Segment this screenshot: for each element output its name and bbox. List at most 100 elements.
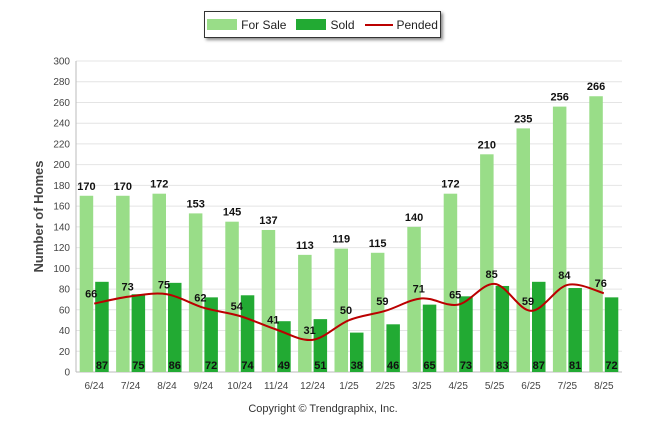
data-label-for-sale: 172 <box>150 179 168 191</box>
legend-item-pended: Pended <box>364 17 438 32</box>
bar-sold <box>313 319 328 372</box>
bar-for-sale <box>225 221 239 372</box>
x-tick-label: 6/24 <box>84 381 104 392</box>
bar-sold <box>95 281 109 372</box>
y-tick-label: 0 <box>64 368 70 379</box>
bar-sold <box>495 285 510 372</box>
legend: For Sale Sold Pended <box>204 11 441 38</box>
y-axis-title: Number of Homes <box>31 161 46 273</box>
data-label-pended: 59 <box>376 296 388 308</box>
x-tick-label: 11/24 <box>264 381 289 392</box>
data-label-pended: 59 <box>522 296 534 308</box>
x-tick-label: 4/25 <box>448 381 468 392</box>
bar-for-sale <box>516 128 530 372</box>
y-tick-label: 300 <box>53 57 70 68</box>
x-tick-label: 3/25 <box>412 381 432 392</box>
bar-sold <box>350 332 364 372</box>
y-tick-label: 180 <box>53 181 70 192</box>
bar-sold <box>386 324 400 372</box>
data-label-for-sale: 119 <box>332 234 350 246</box>
data-label-for-sale: 137 <box>259 215 277 227</box>
legend-item-for-sale: For Sale <box>207 18 286 32</box>
data-label-sold: 86 <box>169 360 181 372</box>
bar-sold <box>568 288 582 372</box>
data-label-sold: 83 <box>496 360 508 372</box>
data-label-pended: 31 <box>303 325 315 337</box>
data-label-pended: 75 <box>158 279 170 291</box>
data-label-sold: 87 <box>96 360 108 372</box>
data-label-for-sale: 172 <box>441 179 459 191</box>
data-label-for-sale: 266 <box>587 81 605 93</box>
data-label-pended: 50 <box>340 305 352 317</box>
bar-for-sale <box>334 248 348 372</box>
data-label-for-sale: 113 <box>296 240 314 252</box>
data-label-pended: 62 <box>194 293 206 305</box>
data-label-pended: 71 <box>413 283 425 295</box>
x-tick-label: 6/25 <box>521 381 541 392</box>
x-tick-label: 1/25 <box>339 381 359 392</box>
y-tick-label: 280 <box>53 77 70 88</box>
data-label-for-sale: 140 <box>405 212 423 224</box>
data-label-sold: 46 <box>387 360 399 372</box>
bar-for-sale <box>79 195 94 372</box>
y-tick-label: 100 <box>53 264 70 275</box>
bar-sold <box>459 296 473 372</box>
x-tick-label: 8/25 <box>594 381 614 392</box>
data-label-sold: 87 <box>533 360 545 372</box>
data-label-pended: 84 <box>558 270 571 282</box>
data-label-sold: 74 <box>241 360 254 372</box>
bar-for-sale <box>152 193 166 372</box>
data-label-sold: 65 <box>423 360 435 372</box>
legend-swatch-for-sale <box>207 19 238 30</box>
x-tick-label: 2/25 <box>376 381 396 392</box>
data-label-for-sale: 235 <box>514 113 532 125</box>
y-tick-label: 200 <box>53 160 70 171</box>
data-label-for-sale: 170 <box>77 181 95 193</box>
bar-for-sale <box>116 195 130 372</box>
x-tick-label: 8/24 <box>157 381 177 392</box>
bar-for-sale <box>188 213 203 372</box>
x-tick-label: 7/24 <box>121 381 141 392</box>
x-tick-label: 10/24 <box>227 381 252 392</box>
bar-sold <box>532 281 546 372</box>
legend-item-sold: Sold <box>296 17 355 32</box>
data-label-sold: 73 <box>460 360 472 372</box>
legend-swatch-pended <box>364 23 393 26</box>
bar-for-sale <box>443 193 458 372</box>
legend-label-sold: Sold <box>330 17 355 32</box>
x-tick-label: 5/25 <box>485 381 505 392</box>
bar-for-sale <box>552 106 567 372</box>
y-tick-label: 240 <box>53 119 70 130</box>
legend-swatch-sold <box>296 19 327 30</box>
data-label-sold: 72 <box>605 360 617 372</box>
data-label-sold: 49 <box>278 360 290 372</box>
bar-for-sale <box>589 96 603 372</box>
y-tick-label: 220 <box>53 139 70 150</box>
bar-sold <box>204 297 218 372</box>
data-label-pended: 66 <box>85 289 97 301</box>
y-tick-label: 60 <box>59 305 71 316</box>
data-label-sold: 75 <box>132 360 144 372</box>
data-label-for-sale: 210 <box>478 139 496 151</box>
y-tick-label: 20 <box>59 347 71 358</box>
data-label-sold: 72 <box>205 360 217 372</box>
bar-sold <box>168 282 182 372</box>
data-label-pended: 73 <box>121 281 133 293</box>
data-label-pended: 41 <box>267 314 279 326</box>
y-tick-label: 80 <box>59 285 71 296</box>
bar-for-sale <box>261 229 276 372</box>
legend-label-pended: Pended <box>396 17 438 32</box>
legend-label-for-sale: For Sale <box>241 17 287 32</box>
data-label-for-sale: 256 <box>550 92 568 104</box>
line-pended <box>94 282 605 342</box>
data-label-for-sale: 115 <box>369 238 387 250</box>
data-label-pended: 76 <box>595 278 607 290</box>
bar-sold <box>604 297 619 372</box>
bar-sold <box>240 295 255 372</box>
data-label-for-sale: 170 <box>114 181 132 193</box>
y-tick-label: 40 <box>59 326 71 337</box>
data-label-pended: 85 <box>485 269 497 281</box>
bar-sold <box>422 304 437 372</box>
copyright: Copyright © Trendgraphix, Inc. <box>248 403 398 415</box>
